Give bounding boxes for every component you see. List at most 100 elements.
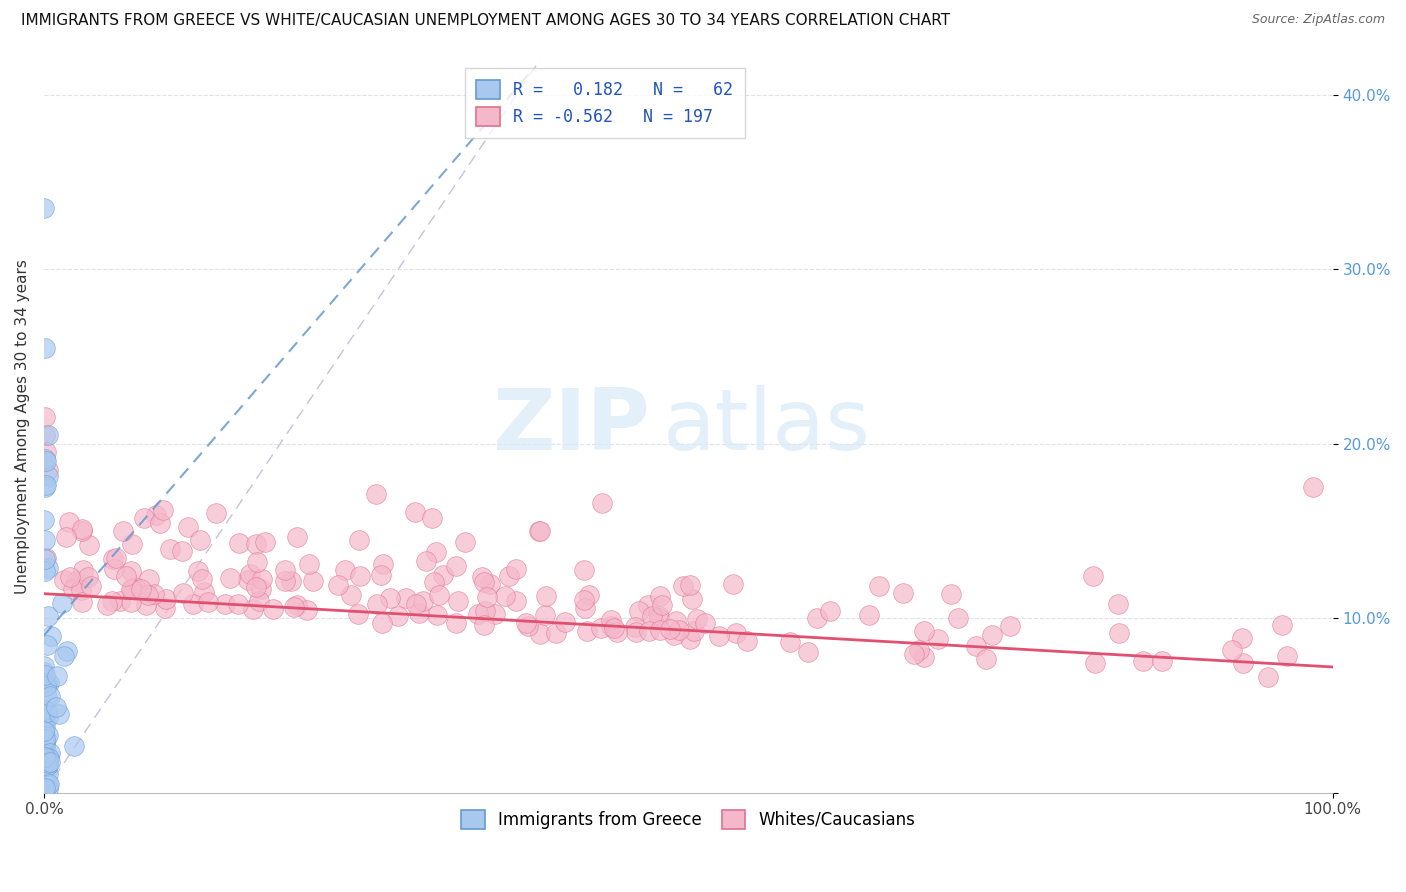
Point [35,705,58,719]
Point [32,747,55,761]
Point [295,603,318,617]
Point [1232,656,1254,670]
Point [177,520,200,534]
Point [35,676,58,690]
Point [63,739,86,753]
Point [494,589,516,603]
Point [70,524,93,539]
Point [35,690,58,704]
Point [32,714,55,728]
Text: Source: ZipAtlas.com: Source: ZipAtlas.com [1251,13,1385,27]
Point [1150,654,1173,668]
Point [52,648,75,663]
Point [387,609,409,624]
Point [34,410,56,425]
Point [600,614,623,628]
Point [659,622,682,636]
Point [239,567,262,582]
Point [37,468,59,483]
Point [37,463,59,477]
Point [648,590,671,604]
Point [965,640,987,654]
Point [647,609,669,624]
Point [38,755,60,769]
Point [120,582,142,597]
Point [34,551,56,566]
Point [62,582,84,597]
Point [132,511,155,525]
Point [39,629,62,643]
Point [34,731,56,746]
Point [35,445,58,459]
Point [927,632,949,646]
Point [589,621,612,635]
Point [340,588,363,602]
Point [38,676,60,690]
Point [475,591,498,605]
Point [34,750,56,764]
Point [34,428,56,442]
Point [172,586,194,600]
Point [681,592,703,607]
Point [46,669,69,683]
Point [37,609,59,624]
Point [228,597,250,611]
Point [129,582,152,596]
Point [572,593,595,607]
Point [603,622,626,636]
Point [432,567,454,582]
Point [37,428,59,442]
Point [135,599,157,613]
Point [103,562,125,576]
Point [665,614,688,628]
Point [32,658,55,673]
Point [1230,632,1253,646]
Point [1257,670,1279,684]
Point [591,496,613,510]
Point [474,604,496,618]
Point [197,595,219,609]
Point [250,582,273,596]
Point [191,573,214,587]
Point [515,615,537,630]
Point [505,594,527,608]
Point [891,585,914,599]
Point [34,738,56,752]
Point [574,601,596,615]
Point [285,598,308,612]
Point [429,588,451,602]
Point [149,516,172,531]
Point [152,502,174,516]
Point [797,645,820,659]
Point [262,602,284,616]
Point [254,535,277,549]
Point [250,573,273,587]
Text: atlas: atlas [662,384,870,467]
Point [193,585,215,599]
Point [1081,568,1104,582]
Point [1302,480,1324,494]
Point [685,612,707,626]
Point [912,650,935,665]
Point [77,538,100,552]
Point [285,530,308,544]
Point [34,737,56,751]
Point [58,516,80,530]
Point [155,600,177,615]
Point [38,777,60,791]
Text: IMMIGRANTS FROM GREECE VS WHITE/CAUCASIAN UNEMPLOYMENT AMONG AGES 30 TO 34 YEARS: IMMIGRANTS FROM GREECE VS WHITE/CAUCASIA… [21,13,950,29]
Point [34,783,56,797]
Point [349,569,371,583]
Point [637,598,659,612]
Point [404,505,426,519]
Point [188,533,211,547]
Point [544,626,567,640]
Point [34,451,56,466]
Point [103,551,125,566]
Point [34,703,56,717]
Point [65,574,87,588]
Point [779,635,801,649]
Point [912,624,935,639]
Point [1220,643,1243,657]
Point [45,699,67,714]
